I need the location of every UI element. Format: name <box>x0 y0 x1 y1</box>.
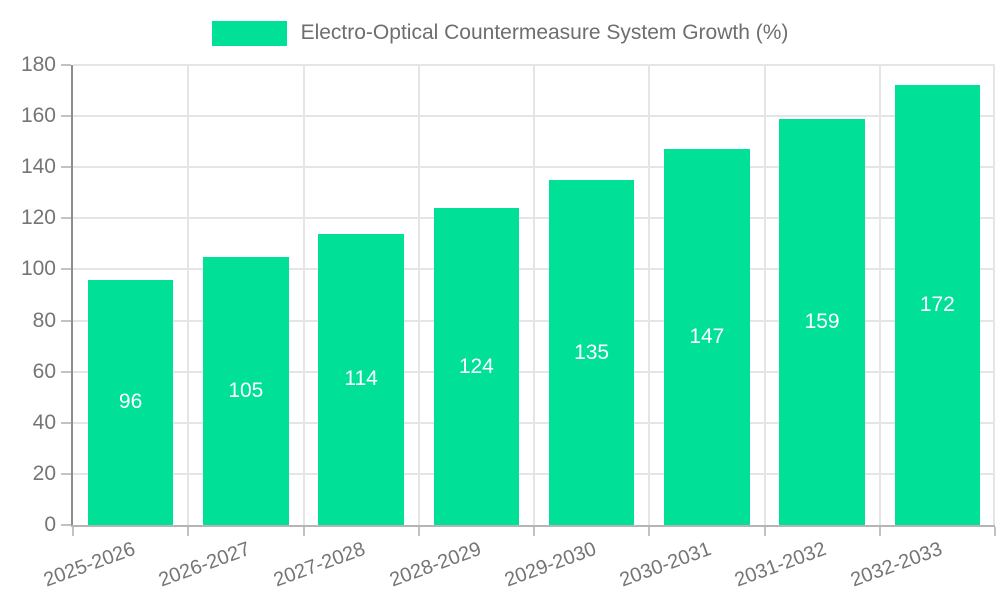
y-axis-tick-label: 120 <box>20 206 56 230</box>
bar[interactable]: 96 <box>87 279 174 525</box>
x-axis-tick-label: 2028-2029 <box>386 538 484 592</box>
v-gridline <box>302 65 305 525</box>
x-axis-tick-label: 2030-2031 <box>616 538 715 592</box>
plot-area: 0 20 40 60 80 100 120 140 160 180 96 2025-2026 105 20… <box>21 53 996 591</box>
x-axis-tick-label: 2026-2027 <box>155 538 254 592</box>
y-axis-tick-label: 180 <box>20 53 56 76</box>
x-axis-tick-label: 2027-2028 <box>271 538 369 592</box>
bar-value-label: 159 <box>804 309 840 333</box>
bar[interactable]: 105 <box>203 256 289 525</box>
y-axis-tick <box>61 319 71 322</box>
x-axis-tick-label: 2025-2026 <box>40 538 139 592</box>
y-axis-tick <box>61 472 71 475</box>
y-axis-line <box>71 65 73 527</box>
y-axis-tick-label: 0 <box>44 513 56 536</box>
y-axis-tick-label: 100 <box>20 257 56 281</box>
v-gridline <box>417 65 420 525</box>
bar-value-label: 172 <box>919 293 955 317</box>
bar[interactable]: 114 <box>318 233 404 525</box>
v-gridline <box>187 65 190 525</box>
bar-value-label: 135 <box>574 340 610 364</box>
x-axis-line <box>71 525 995 527</box>
x-axis-tick-label: 2031-2032 <box>732 538 830 592</box>
v-gridline <box>533 65 535 525</box>
y-axis-tick <box>61 421 71 424</box>
y-axis-tick <box>61 524 71 526</box>
y-axis-tick-label: 60 <box>32 359 56 383</box>
bar[interactable]: 159 <box>779 118 865 525</box>
y-axis-tick <box>61 166 71 169</box>
y-axis-tick <box>61 268 71 271</box>
x-axis-tick <box>302 527 305 536</box>
x-axis-tick <box>648 527 651 536</box>
y-axis-tick-label: 140 <box>20 155 56 179</box>
x-axis-tick <box>878 527 881 536</box>
bar-value-label: 147 <box>689 325 725 349</box>
x-axis-tick <box>187 527 190 536</box>
x-axis-tick <box>417 527 420 536</box>
bar[interactable]: 135 <box>548 180 635 525</box>
bar-value-label: 105 <box>228 378 264 402</box>
bar-value-label: 96 <box>118 390 143 414</box>
legend-label: Electro-Optical Countermeasure System Gr… <box>300 21 789 44</box>
v-gridline <box>763 65 766 525</box>
bar[interactable]: 172 <box>894 85 980 525</box>
y-axis-tick-label: 160 <box>20 104 56 128</box>
bar-value-label: 124 <box>458 354 494 378</box>
v-gridline <box>878 65 881 525</box>
y-axis-tick-label: 80 <box>32 308 56 332</box>
bar-value-label: 114 <box>344 367 378 391</box>
v-gridline <box>993 65 995 525</box>
y-axis-tick-label: 40 <box>32 410 56 434</box>
v-gridline <box>648 65 651 525</box>
y-axis-tick <box>61 217 71 220</box>
legend-swatch-icon <box>211 20 287 46</box>
y-axis-tick <box>61 115 71 118</box>
chart-legend[interactable]: Electro-Optical Countermeasure System Gr… <box>0 19 1000 47</box>
y-axis-tick <box>61 370 71 373</box>
y-axis-tick <box>61 64 71 66</box>
y-axis-tick-label: 20 <box>32 461 56 485</box>
x-axis-tick <box>994 527 996 536</box>
x-axis-tick-label: 2029-2030 <box>501 538 600 592</box>
x-axis-tick <box>533 527 535 536</box>
bar[interactable]: 124 <box>433 208 519 525</box>
bar[interactable]: 147 <box>664 149 750 525</box>
x-axis-tick-label: 2032-2033 <box>847 538 945 592</box>
x-axis-tick <box>763 527 766 536</box>
x-axis-tick <box>72 527 74 536</box>
